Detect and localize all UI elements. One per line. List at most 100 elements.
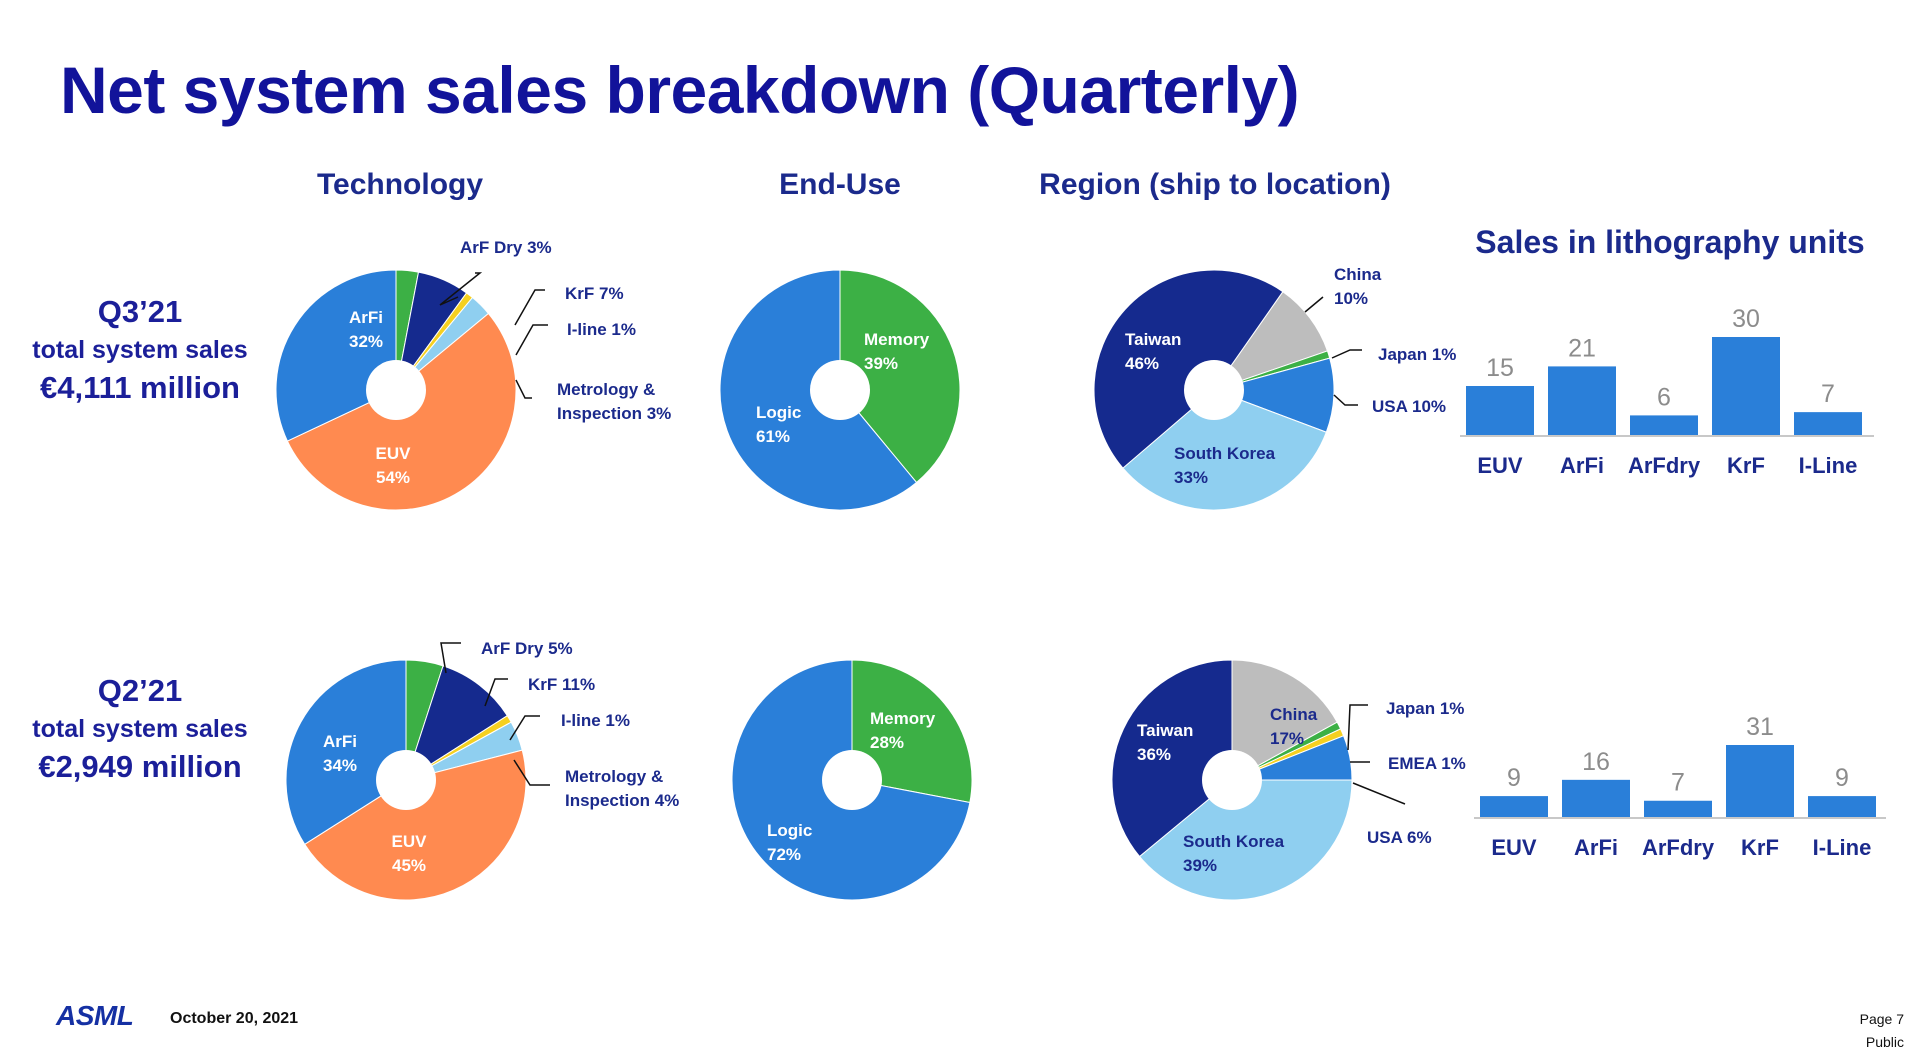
slice-label-i-line: I-line 1% — [567, 320, 636, 339]
column-heading-region: Region (ship to location) — [1039, 168, 1391, 201]
pie-chart-q3-21-end-use: Memory 39% Logic 61% — [719, 269, 961, 511]
slice-label-i-line: I-line 1% — [561, 711, 630, 730]
donut-hole — [1184, 360, 1244, 420]
donut-hole — [810, 360, 870, 420]
leader-line-japan — [1331, 349, 1362, 359]
pie-slice-arfi — [285, 659, 407, 845]
bar-value-label: 21 — [1568, 334, 1596, 362]
leader-line-i-line — [515, 324, 548, 356]
slice-label-south-korea: South Korea 33% — [1174, 444, 1276, 487]
slice-label-japan: Japan 1% — [1378, 345, 1456, 364]
slice-label-china: China 10% — [1334, 265, 1382, 308]
bar-i-line — [1808, 796, 1876, 817]
bar-euv — [1480, 796, 1548, 817]
slice-label-south-korea: South Korea 39% — [1183, 832, 1285, 875]
slice-label-euv: EUV 45% — [392, 832, 428, 875]
bar-value-label: 7 — [1821, 380, 1835, 408]
bar-chart-title: Sales in lithography units — [1475, 224, 1865, 260]
pie-chart-q3-21-technology: ArF Dry 3% KrF 7% I-line 1% Metrology & Insp… — [275, 238, 671, 511]
bar-arfi — [1562, 779, 1630, 817]
pie-chart-q2-21-region-ship-to-location: China 17% Japan 1% EMEA 1% USA 6% South Korea… — [1111, 659, 1466, 901]
category-tick-label: KrF — [1727, 453, 1765, 478]
pie-slice-memory — [839, 269, 961, 484]
category-tick-label: KrF — [1741, 835, 1779, 860]
slice-label-arfi: ArFi 34% — [323, 732, 357, 775]
quarter-subtitle: total system sales — [32, 715, 248, 743]
quarter-label: Q3’21 — [97, 294, 183, 329]
donut-hole — [376, 750, 436, 810]
leader-line-krf — [484, 678, 508, 707]
category-tick-label: I-Line — [1799, 453, 1858, 478]
pie-slice-china — [1231, 659, 1338, 781]
slice-label-arf-dry: ArF Dry 3% — [460, 238, 552, 257]
column-heading-technology: Technology — [316, 168, 484, 201]
slice-label-memory: Memory 28% — [870, 709, 936, 752]
bar-arfdry — [1630, 415, 1698, 435]
leader-line-metrology — [515, 379, 532, 399]
slice-label-metrology: Metrology & Inspection 3% — [557, 380, 671, 423]
category-tick-label: EUV — [1477, 453, 1523, 478]
pie-slice-memory — [851, 659, 973, 804]
leader-line-metrology — [513, 759, 550, 786]
leader-line-i-line — [509, 715, 540, 741]
donut-hole — [822, 750, 882, 810]
category-tick-label: EUV — [1491, 835, 1537, 860]
slice-label-arf-dry: ArF Dry 5% — [481, 639, 573, 658]
donut-hole — [366, 360, 426, 420]
column-heading-end-use: End-Use — [779, 168, 901, 201]
bar-chart-q2-21: 9 EUV 16 ArFi 7 ArFdry 31 KrF 9 I-Line — [1474, 713, 1886, 860]
leader-line-usa — [1333, 394, 1358, 406]
category-tick-label: ArFi — [1574, 835, 1618, 860]
pie-slice-taiwan — [1111, 659, 1233, 858]
pie-chart-q3-21-region-ship-to-location: China 10% Japan 1% USA 10% South Korea 33% Tai… — [1093, 265, 1456, 511]
page-number: Page 7 — [1859, 1011, 1904, 1027]
slice-label-krf: KrF 7% — [565, 284, 624, 303]
slice-label-logic: Logic 72% — [767, 821, 812, 864]
pie-chart-q2-21-technology: ArF Dry 5% KrF 11% I-line 1% Metrology & Ins… — [285, 639, 679, 901]
slice-label-emea: EMEA 1% — [1388, 754, 1466, 773]
bar-krf — [1712, 337, 1780, 435]
pie-slice-taiwan — [1093, 269, 1284, 469]
quarter-label: Q2’21 — [97, 673, 183, 708]
category-tick-label: ArFi — [1560, 453, 1604, 478]
slice-label-taiwan: Taiwan 46% — [1125, 330, 1181, 373]
slice-label-arfi: ArFi 32% — [349, 308, 383, 351]
quarter-amount: €4,111 million — [40, 370, 240, 405]
bar-value-label: 16 — [1582, 748, 1610, 776]
bar-value-label: 30 — [1732, 305, 1760, 333]
leader-line-japan — [1347, 704, 1368, 751]
slice-label-taiwan: Taiwan 36% — [1137, 721, 1193, 764]
pie-slice-china — [1212, 291, 1329, 391]
leader-line-usa — [1352, 782, 1406, 805]
pie-chart-q2-21-end-use: Memory 28% Logic 72% — [731, 659, 973, 901]
classification-label: Public — [1865, 1034, 1904, 1050]
bar-value-label: 9 — [1507, 764, 1521, 792]
quarter-subtitle: total system sales — [32, 336, 248, 364]
bar-value-label: 6 — [1657, 383, 1671, 411]
slice-label-krf: KrF 11% — [528, 675, 595, 694]
bar-value-label: 7 — [1671, 769, 1685, 797]
bar-value-label: 15 — [1486, 354, 1514, 382]
asml-logo: ASML — [56, 1000, 134, 1031]
bar-arfdry — [1644, 800, 1712, 817]
bar-value-label: 31 — [1746, 713, 1774, 741]
slice-label-usa: USA 6% — [1367, 828, 1432, 847]
slice-label-euv: EUV 54% — [376, 444, 412, 487]
leader-line-china — [1304, 296, 1324, 313]
bar-value-label: 9 — [1835, 764, 1849, 792]
quarter-summary-q3: Q3’21 total system sales €4,111 million — [0, 293, 280, 407]
slice-label-usa: USA 10% — [1372, 397, 1446, 416]
bar-i-line — [1794, 412, 1862, 435]
category-tick-label: I-Line — [1813, 835, 1872, 860]
page-title: Net system sales breakdown (Quarterly) — [60, 53, 1300, 127]
leader-line-arf-dry — [439, 272, 483, 306]
bar-chart-q3-21: 15 EUV 21 ArFi 6 ArFdry 30 KrF 7 I-Line — [1460, 305, 1874, 478]
pie-slice-south-korea — [1138, 779, 1353, 901]
slice-label-japan: Japan 1% — [1386, 699, 1464, 718]
pie-slice-arfi — [275, 269, 397, 442]
slice-label-china: China 17% — [1270, 705, 1318, 748]
bar-krf — [1726, 745, 1794, 817]
quarter-amount: €2,949 million — [38, 749, 242, 784]
quarter-summary-q2: Q2’21 total system sales €2,949 million — [0, 672, 280, 786]
